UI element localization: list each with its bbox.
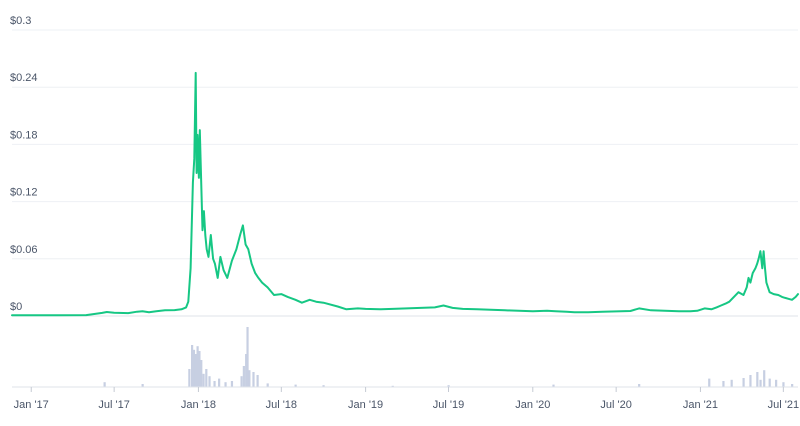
volume-bar [294, 384, 297, 387]
volume-bar [782, 382, 785, 387]
volume-bar [756, 372, 759, 387]
volume-bar [759, 379, 762, 387]
x-tick-label: Jul '18 [266, 399, 297, 411]
volume-bar [230, 381, 234, 387]
volume-bar [730, 379, 733, 387]
y-axis: $0 $0.06 $0.12 $0.18 $0.24 $0.3 [10, 15, 38, 313]
volume-bar [708, 378, 711, 387]
volume-bar [141, 384, 144, 387]
volume-bar [775, 379, 778, 387]
x-tick-label: Jul '17 [98, 399, 129, 411]
x-tick-label: Jan '21 [683, 399, 718, 411]
y-tick-label: $0 [10, 301, 22, 313]
volume-bar [208, 376, 211, 387]
volume-bar [242, 366, 245, 387]
volume-bar [202, 373, 205, 387]
volume-bar [205, 369, 208, 387]
x-tick-label: Jan '19 [348, 399, 383, 411]
x-tick-label: Jul '21 [768, 399, 799, 411]
x-tick-label: Jan '20 [515, 399, 550, 411]
volume-bar [791, 384, 794, 387]
volume-bar [240, 376, 243, 387]
x-tick-label: Jan '17 [14, 399, 49, 411]
x-axis: Jan '17 Jul '17 Jan '18 Jul '18 Jan '19 Jul '… [12, 386, 799, 411]
volume-bar [248, 370, 251, 387]
volume-bar [742, 378, 745, 387]
volume-bar [391, 385, 394, 387]
volume-bar [722, 381, 725, 387]
y-tick-label: $0.24 [10, 72, 38, 84]
volume-bar [196, 346, 199, 387]
volume-bar [198, 351, 201, 387]
volume-bar [638, 384, 641, 387]
y-tick-label: $0.3 [10, 15, 31, 27]
volume-bar [103, 382, 106, 387]
y-tick-label: $0.18 [10, 129, 38, 141]
grid [12, 29, 798, 317]
volume-bar [218, 378, 221, 387]
volume-bars [103, 327, 794, 387]
volume-bar [763, 370, 766, 387]
volume-bar [224, 382, 227, 387]
price-line-layer [11, 71, 799, 317]
volume-bar [256, 375, 259, 387]
volume-bar [768, 378, 771, 387]
volume-bar [552, 384, 555, 387]
y-tick-label: $0.06 [10, 244, 38, 256]
volume-bar [194, 354, 197, 387]
volume-bar [266, 383, 269, 387]
x-tick-label: Jan '18 [181, 399, 216, 411]
volume-bar [246, 327, 249, 387]
volume-bar [447, 385, 450, 387]
volume-bar [252, 372, 255, 387]
volume-bar [213, 381, 216, 387]
volume-bar [200, 360, 203, 387]
x-tick-label: Jul '20 [600, 399, 631, 411]
volume-bar [191, 345, 194, 387]
volume-bar [322, 385, 325, 387]
volume-bar [188, 369, 191, 387]
x-tick-label: Jul '19 [433, 399, 464, 411]
volume-bar [192, 349, 196, 387]
volume-bar [749, 375, 752, 387]
price-line [11, 71, 799, 317]
volume-bar [245, 354, 248, 387]
y-tick-label: $0.12 [10, 187, 38, 199]
